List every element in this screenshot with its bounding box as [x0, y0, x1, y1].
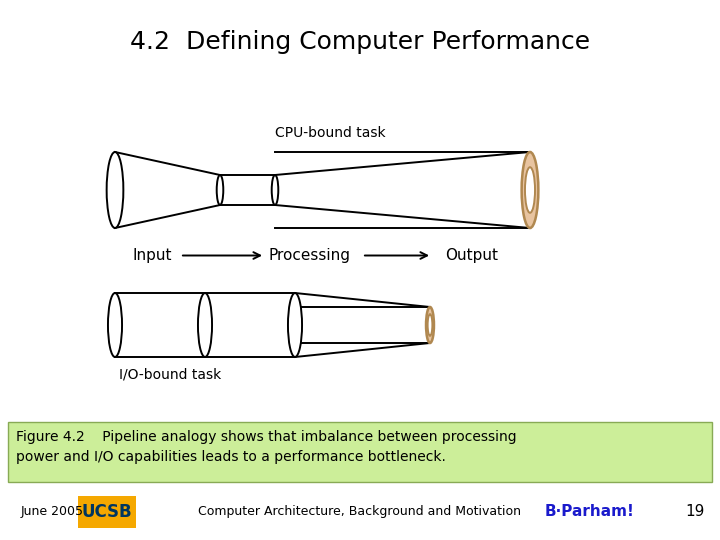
- Ellipse shape: [217, 175, 223, 205]
- Text: Processing: Processing: [269, 248, 351, 263]
- Ellipse shape: [107, 152, 123, 228]
- Text: Output: Output: [446, 248, 498, 263]
- Text: CPU-bound task: CPU-bound task: [275, 126, 385, 140]
- Polygon shape: [205, 293, 295, 357]
- Ellipse shape: [271, 175, 279, 205]
- Ellipse shape: [288, 293, 302, 357]
- Text: Figure 4.2    Pipeline analogy shows that imbalance between processing: Figure 4.2 Pipeline analogy shows that i…: [16, 430, 517, 444]
- Text: 19: 19: [685, 504, 705, 519]
- Text: B·Parham!: B·Parham!: [545, 504, 635, 519]
- Ellipse shape: [198, 293, 212, 357]
- Ellipse shape: [108, 293, 122, 357]
- Ellipse shape: [426, 307, 434, 343]
- Text: I/O-bound task: I/O-bound task: [119, 367, 221, 381]
- Text: power and I/O capabilities leads to a performance bottleneck.: power and I/O capabilities leads to a pe…: [16, 450, 446, 464]
- Ellipse shape: [521, 152, 539, 228]
- Ellipse shape: [525, 167, 535, 213]
- Text: UCSB: UCSB: [81, 503, 132, 521]
- Bar: [78, 496, 136, 528]
- Ellipse shape: [428, 314, 433, 336]
- Text: 4.2  Defining Computer Performance: 4.2 Defining Computer Performance: [130, 30, 590, 54]
- Polygon shape: [220, 175, 275, 205]
- Text: Computer Architecture, Background and Motivation: Computer Architecture, Background and Mo…: [199, 505, 521, 518]
- Text: June 2005: June 2005: [20, 505, 84, 518]
- Bar: [8, 422, 712, 482]
- Text: Input: Input: [132, 248, 172, 263]
